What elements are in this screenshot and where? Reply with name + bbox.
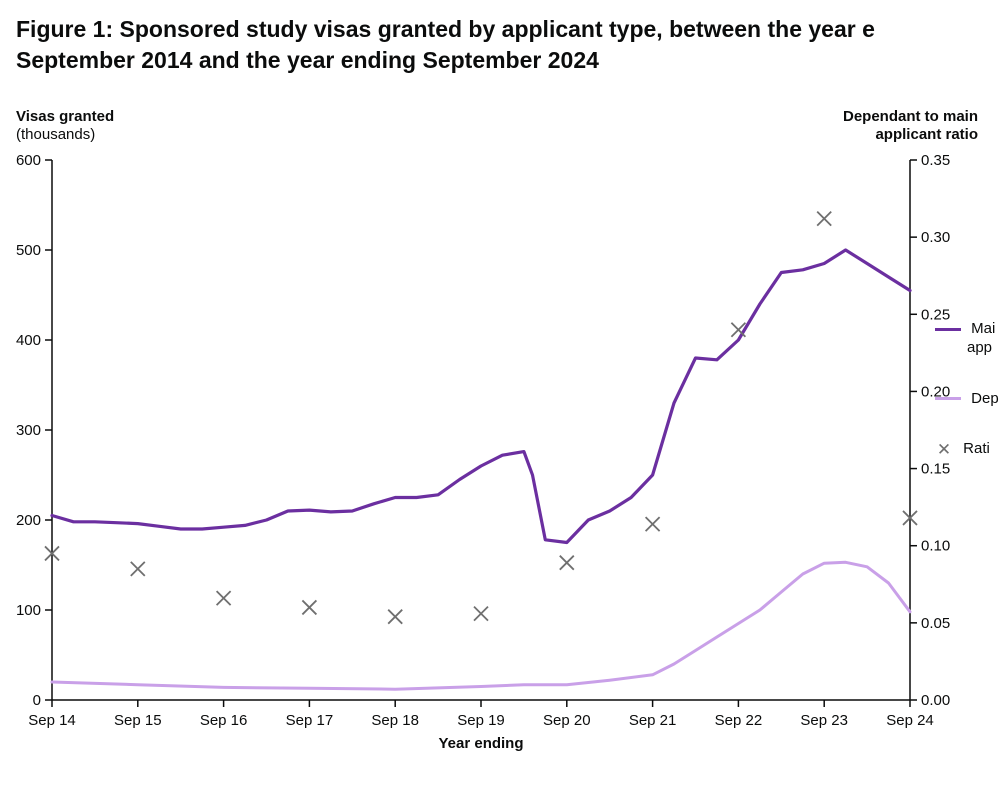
figure-container: Figure 1: Sponsored study visas granted … bbox=[0, 0, 1000, 800]
svg-text:0.10: 0.10 bbox=[921, 538, 950, 555]
svg-text:400: 400 bbox=[16, 332, 41, 349]
svg-text:Sep 19: Sep 19 bbox=[457, 712, 505, 729]
ratio-marker bbox=[302, 600, 316, 614]
legend: Mai app Dep ✕ Rati bbox=[935, 320, 999, 491]
svg-text:300: 300 bbox=[16, 422, 41, 439]
svg-text:Sep 17: Sep 17 bbox=[286, 712, 334, 729]
legend-swatch-dep bbox=[935, 397, 961, 400]
svg-text:Sep 24: Sep 24 bbox=[886, 712, 934, 729]
legend-item-main: Mai app bbox=[935, 320, 999, 358]
ratio-marker bbox=[388, 610, 402, 624]
legend-item-dep: Dep bbox=[935, 390, 999, 409]
svg-text:600: 600 bbox=[16, 152, 41, 169]
legend-swatch-ratio: ✕ bbox=[935, 441, 953, 458]
svg-text:Sep 21: Sep 21 bbox=[629, 712, 677, 729]
ratio-marker bbox=[646, 517, 660, 531]
legend-label-main-line2: app bbox=[967, 339, 992, 356]
svg-text:500: 500 bbox=[16, 242, 41, 259]
ratio-marker bbox=[474, 607, 488, 621]
series-dependants-line bbox=[52, 562, 910, 689]
svg-text:Sep 16: Sep 16 bbox=[200, 712, 248, 729]
svg-text:Sep 22: Sep 22 bbox=[715, 712, 763, 729]
svg-text:Year ending: Year ending bbox=[438, 735, 523, 752]
legend-label-main-line1: Mai bbox=[971, 320, 995, 337]
legend-label-dep: Dep bbox=[971, 390, 999, 407]
legend-swatch-main bbox=[935, 328, 961, 331]
svg-text:Sep 18: Sep 18 bbox=[371, 712, 419, 729]
svg-text:0.35: 0.35 bbox=[921, 152, 950, 169]
ratio-marker bbox=[217, 591, 231, 605]
svg-text:0.00: 0.00 bbox=[921, 692, 950, 709]
svg-text:0.05: 0.05 bbox=[921, 615, 950, 632]
ratio-marker bbox=[560, 556, 574, 570]
svg-text:100: 100 bbox=[16, 602, 41, 619]
legend-label-ratio: Rati bbox=[963, 440, 990, 457]
svg-text:Sep 23: Sep 23 bbox=[800, 712, 848, 729]
ratio-marker bbox=[131, 562, 145, 576]
legend-item-ratio: ✕ Rati bbox=[935, 440, 999, 459]
svg-text:200: 200 bbox=[16, 512, 41, 529]
svg-text:Sep 15: Sep 15 bbox=[114, 712, 162, 729]
svg-text:0: 0 bbox=[33, 692, 41, 709]
chart-svg: 01002003004005006000.000.050.100.150.200… bbox=[0, 0, 1000, 800]
ratio-marker bbox=[817, 212, 831, 226]
svg-text:Sep 20: Sep 20 bbox=[543, 712, 591, 729]
svg-text:Sep 14: Sep 14 bbox=[28, 712, 76, 729]
svg-text:0.30: 0.30 bbox=[921, 229, 950, 246]
series-main-line bbox=[52, 250, 910, 543]
